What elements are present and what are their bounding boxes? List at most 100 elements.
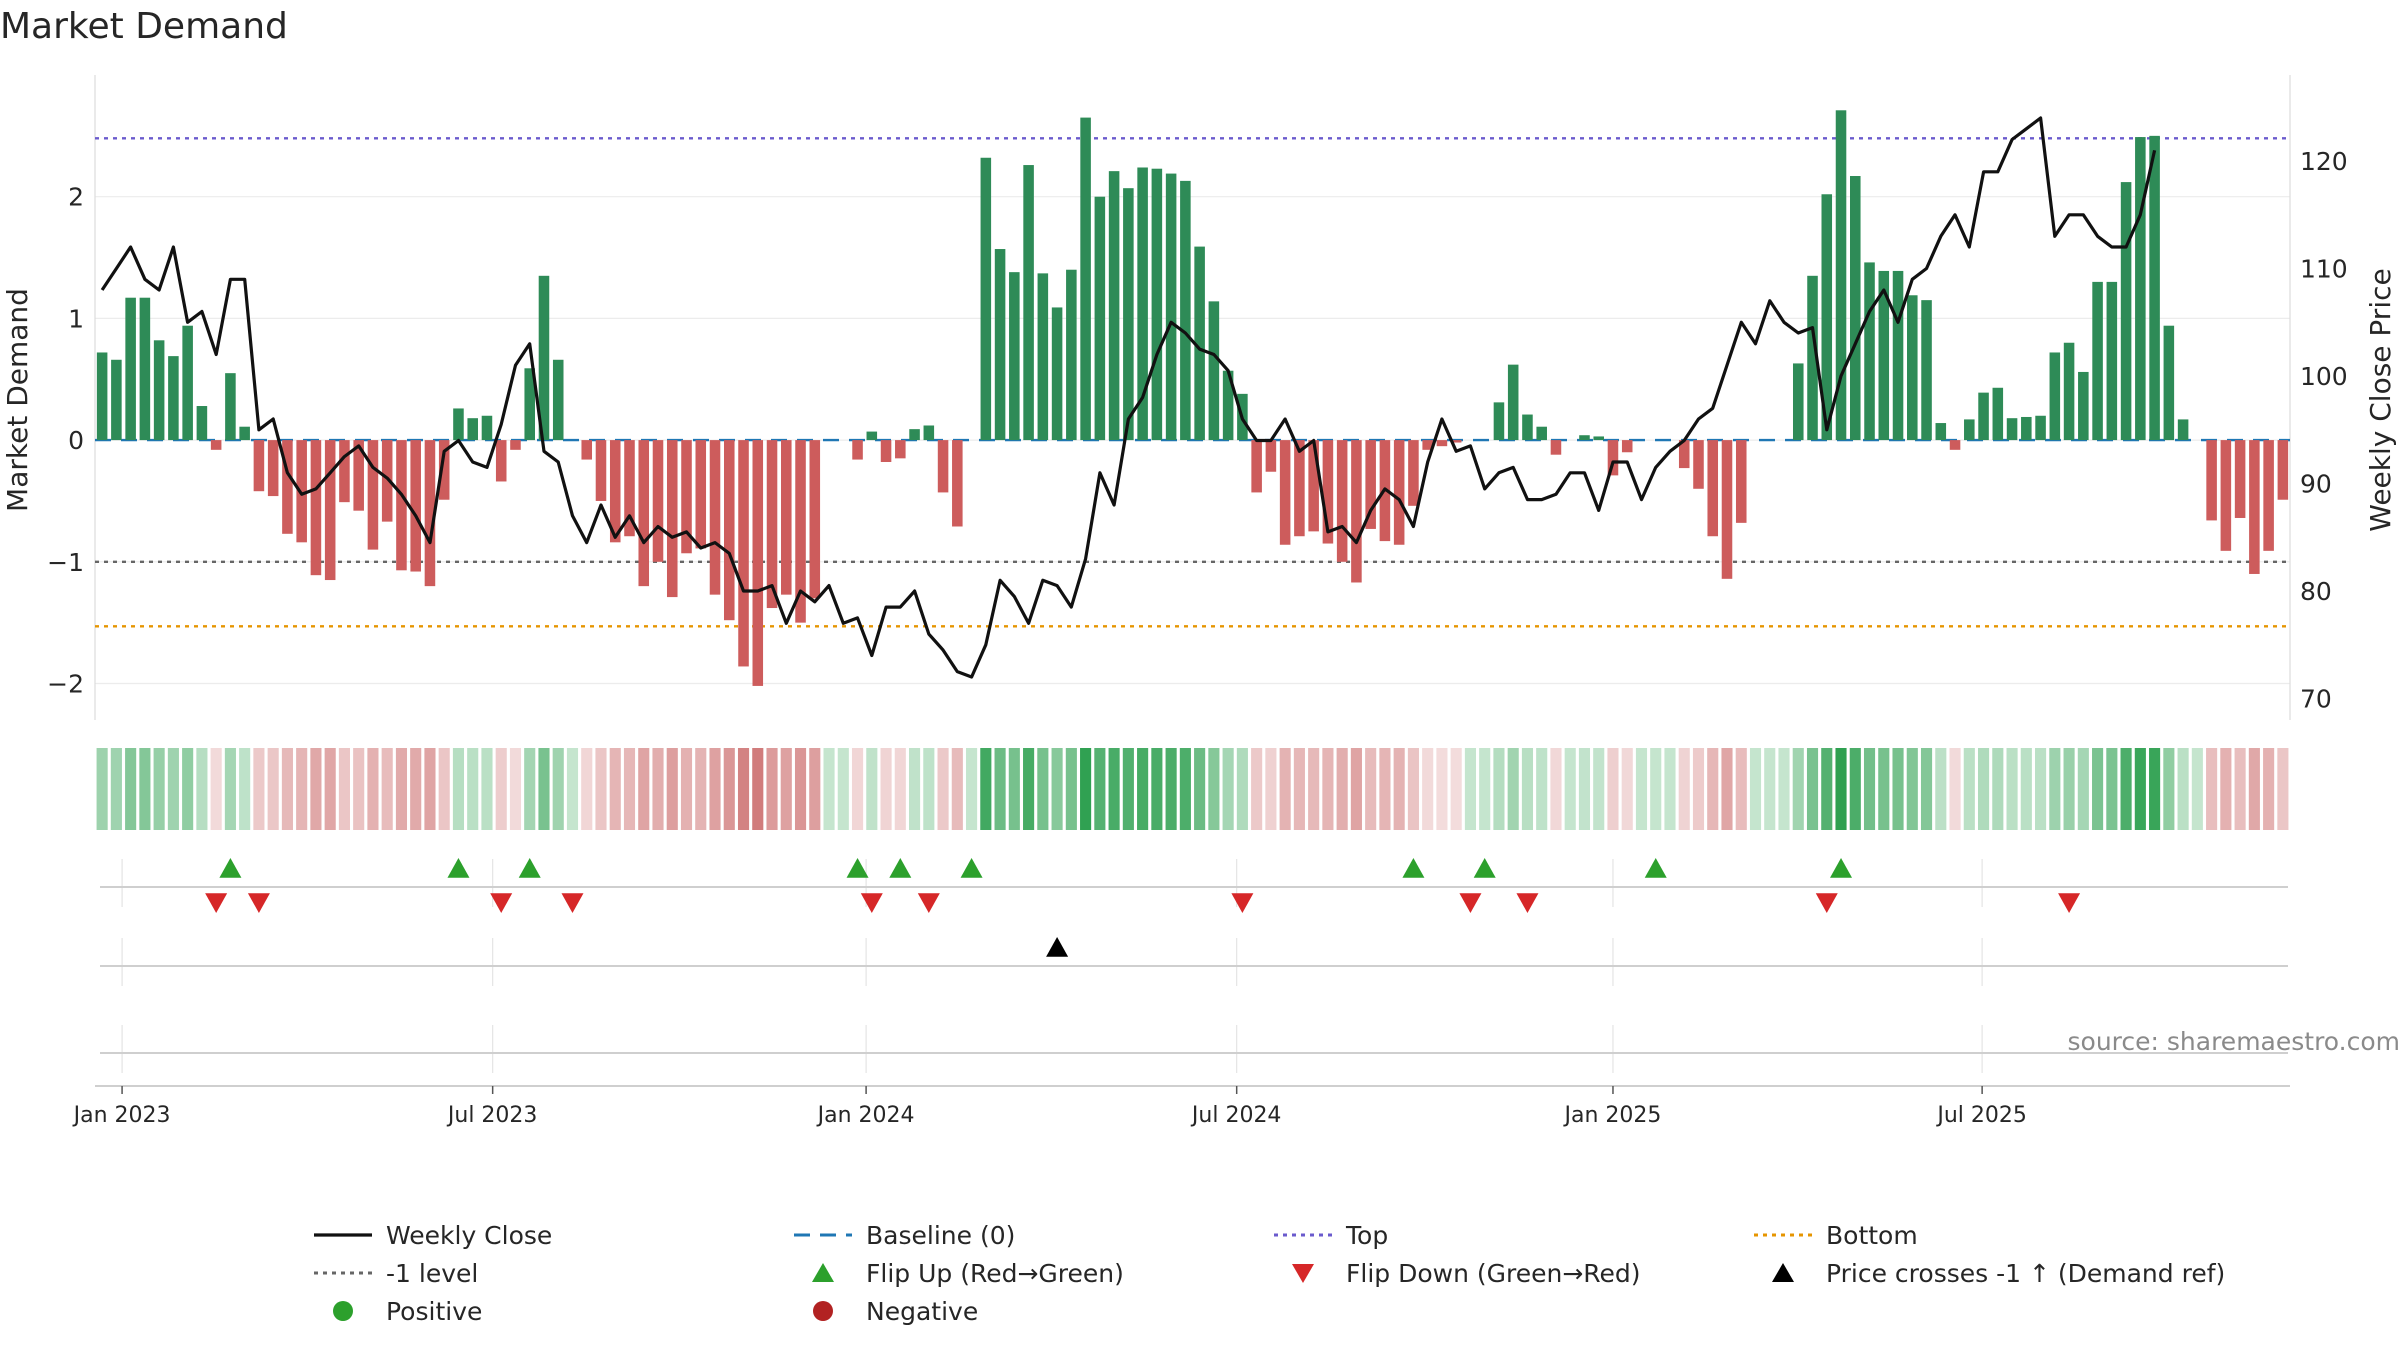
- y-axis-label: Market Demand: [1, 288, 34, 512]
- demand-bar: [1052, 307, 1063, 440]
- zone-cell: [538, 748, 549, 830]
- zone-cell: [1123, 748, 1134, 830]
- zone-cell: [2049, 748, 2060, 830]
- zone-cell: [2092, 748, 2103, 830]
- y2-tick-label: 120: [2300, 147, 2348, 176]
- zone-cell: [681, 748, 692, 830]
- zone-cell: [111, 748, 122, 830]
- zone-cell: [1408, 748, 1419, 830]
- zone-cell: [1864, 748, 1875, 830]
- zone-cell: [995, 748, 1006, 830]
- demand-bar: [753, 440, 764, 686]
- demand-bar: [1038, 273, 1049, 440]
- zone-cell: [268, 748, 279, 830]
- legend-label: Bottom: [1826, 1221, 1918, 1250]
- demand-bar: [2278, 440, 2289, 500]
- zone-cell: [610, 748, 621, 830]
- legend-symbol: [1752, 1220, 1814, 1250]
- legend-item-minus-one: -1 level: [312, 1255, 478, 1291]
- zone-cell: [467, 748, 478, 830]
- zone-cell: [2277, 748, 2288, 830]
- zone-cell: [524, 748, 535, 830]
- reference-lines: [95, 138, 2290, 626]
- zone-cell: [496, 748, 507, 830]
- legend-label: Weekly Close: [386, 1221, 552, 1250]
- zone-cell: [2078, 748, 2089, 830]
- demand-bar: [1950, 440, 1961, 450]
- demand-bar: [2263, 440, 2274, 551]
- zone-cell: [2163, 748, 2174, 830]
- demand-bar: [496, 440, 507, 481]
- zone-cell: [938, 748, 949, 830]
- demand-bar: [2221, 440, 2232, 551]
- zone-cell: [1151, 748, 1162, 830]
- zone-cell: [781, 748, 792, 830]
- zone-cell: [253, 748, 264, 830]
- legend-label: Flip Up (Red→Green): [866, 1259, 1124, 1288]
- flip-down-marker: [861, 893, 883, 913]
- demand-bar: [510, 440, 521, 450]
- zone-cell: [2235, 748, 2246, 830]
- demand-bar: [311, 440, 322, 575]
- y2-tick-label: 90: [2300, 470, 2332, 499]
- flip-down-marker: [1459, 893, 1481, 913]
- legend-symbol: [1272, 1220, 1334, 1250]
- zone-cell: [1821, 748, 1832, 830]
- demand-bar: [1095, 197, 1106, 440]
- demand-bar: [2135, 137, 2146, 440]
- demand-bar: [2235, 440, 2246, 518]
- demand-bar: [1123, 188, 1134, 440]
- flip-down-marker: [1231, 893, 1253, 913]
- zone-cell: [196, 748, 207, 830]
- zone-cell: [1508, 748, 1519, 830]
- zone-cell: [966, 748, 977, 830]
- legend-item-bottom: Bottom: [1752, 1217, 1918, 1253]
- zone-cell: [339, 748, 350, 830]
- demand-bar: [1494, 402, 1505, 440]
- zone-cell: [125, 748, 136, 830]
- zone-cell: [1094, 748, 1105, 830]
- demand-bar: [2092, 282, 2103, 440]
- y2-axis-label: Weekly Close Price: [2364, 268, 2397, 531]
- legend-item-top: Top: [1272, 1217, 1388, 1253]
- zone-cell: [1194, 748, 1205, 830]
- zone-cell: [453, 748, 464, 830]
- demand-bar: [97, 352, 108, 440]
- y-tick-label: −1: [47, 548, 84, 577]
- zone-cell: [1935, 748, 1946, 830]
- demand-bar: [638, 440, 649, 586]
- demand-bar: [695, 440, 706, 548]
- demand-bar: [2149, 136, 2160, 440]
- demand-bar: [1622, 440, 1633, 452]
- price-cross-marker: [1046, 937, 1068, 957]
- demand-bar: [909, 429, 920, 440]
- zone-cell: [2192, 748, 2203, 830]
- zone-cell: [1579, 748, 1590, 830]
- zone-cell: [1066, 748, 1077, 830]
- zone-cell: [1878, 748, 1889, 830]
- demand-bar: [182, 326, 193, 440]
- y-tick-label: 1: [68, 304, 84, 333]
- y-tick-label: −2: [47, 669, 84, 698]
- flip-up-marker: [447, 858, 469, 878]
- flip-down-marker: [1816, 893, 1838, 913]
- demand-bar: [1593, 436, 1604, 440]
- demand-bar: [2206, 440, 2217, 520]
- zone-cell: [1436, 748, 1447, 830]
- demand-bar: [1009, 272, 1020, 440]
- demand-bar: [2021, 417, 2032, 440]
- legend-symbol: [312, 1220, 374, 1250]
- demand-bar: [140, 298, 151, 440]
- zone-cell: [752, 748, 763, 830]
- flip-up-marker: [847, 858, 869, 878]
- zone-cell: [923, 748, 934, 830]
- demand-bar: [1109, 171, 1120, 440]
- demand-bar: [168, 356, 179, 440]
- zone-cell: [2178, 748, 2189, 830]
- zone-cell: [652, 748, 663, 830]
- zone-cell: [2035, 748, 2046, 830]
- demand-bar: [581, 440, 592, 459]
- zone-cell: [439, 748, 450, 830]
- y2-tick-label: 70: [2300, 685, 2332, 714]
